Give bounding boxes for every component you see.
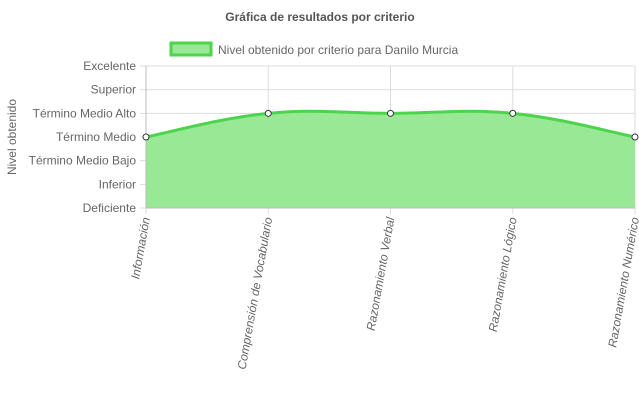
data-point[interactable]	[509, 109, 517, 117]
y-tick-label: Término Medio Alto	[33, 106, 137, 120]
y-tick-label: Deficiente	[83, 201, 137, 215]
x-tick-label: Información	[128, 216, 153, 280]
y-tick-label: Excelente	[83, 59, 136, 73]
legend-swatch	[169, 41, 213, 57]
x-tick-label: Razonamiento Verbal	[364, 216, 398, 332]
data-point[interactable]	[264, 109, 272, 117]
y-tick-label: Término Medio	[56, 130, 136, 144]
x-tick-label: Comprensión de Vocabulario	[235, 216, 276, 371]
data-point[interactable]	[631, 133, 639, 141]
y-tick-labels: Deficiente Inferior Término Medio Bajo Térm…	[29, 59, 137, 215]
chart-title: Gráfica de resultados por criterio	[225, 10, 414, 24]
legend-label: Nivel obtenido por criterio para Danilo …	[218, 43, 458, 57]
y-tick-label: Inferior	[99, 177, 136, 191]
x-tick-label: Razonamiento Lógico	[486, 216, 520, 333]
series-area	[146, 111, 635, 208]
legend[interactable]: Nivel obtenido por criterio para Danilo …	[169, 41, 458, 57]
y-tick-label: Superior	[91, 83, 136, 97]
x-tick-label: Razonamiento Numérico	[605, 216, 639, 349]
data-point[interactable]	[142, 133, 150, 141]
data-point[interactable]	[387, 109, 394, 117]
y-axis-title: Nivel obtenido	[5, 99, 19, 175]
data-points[interactable]	[142, 109, 639, 141]
x-tick-labels: Información Comprensión de Vocabulario Raz…	[128, 216, 639, 371]
y-tick-label: Término Medio Bajo	[29, 154, 137, 168]
data-area	[145, 109, 636, 208]
